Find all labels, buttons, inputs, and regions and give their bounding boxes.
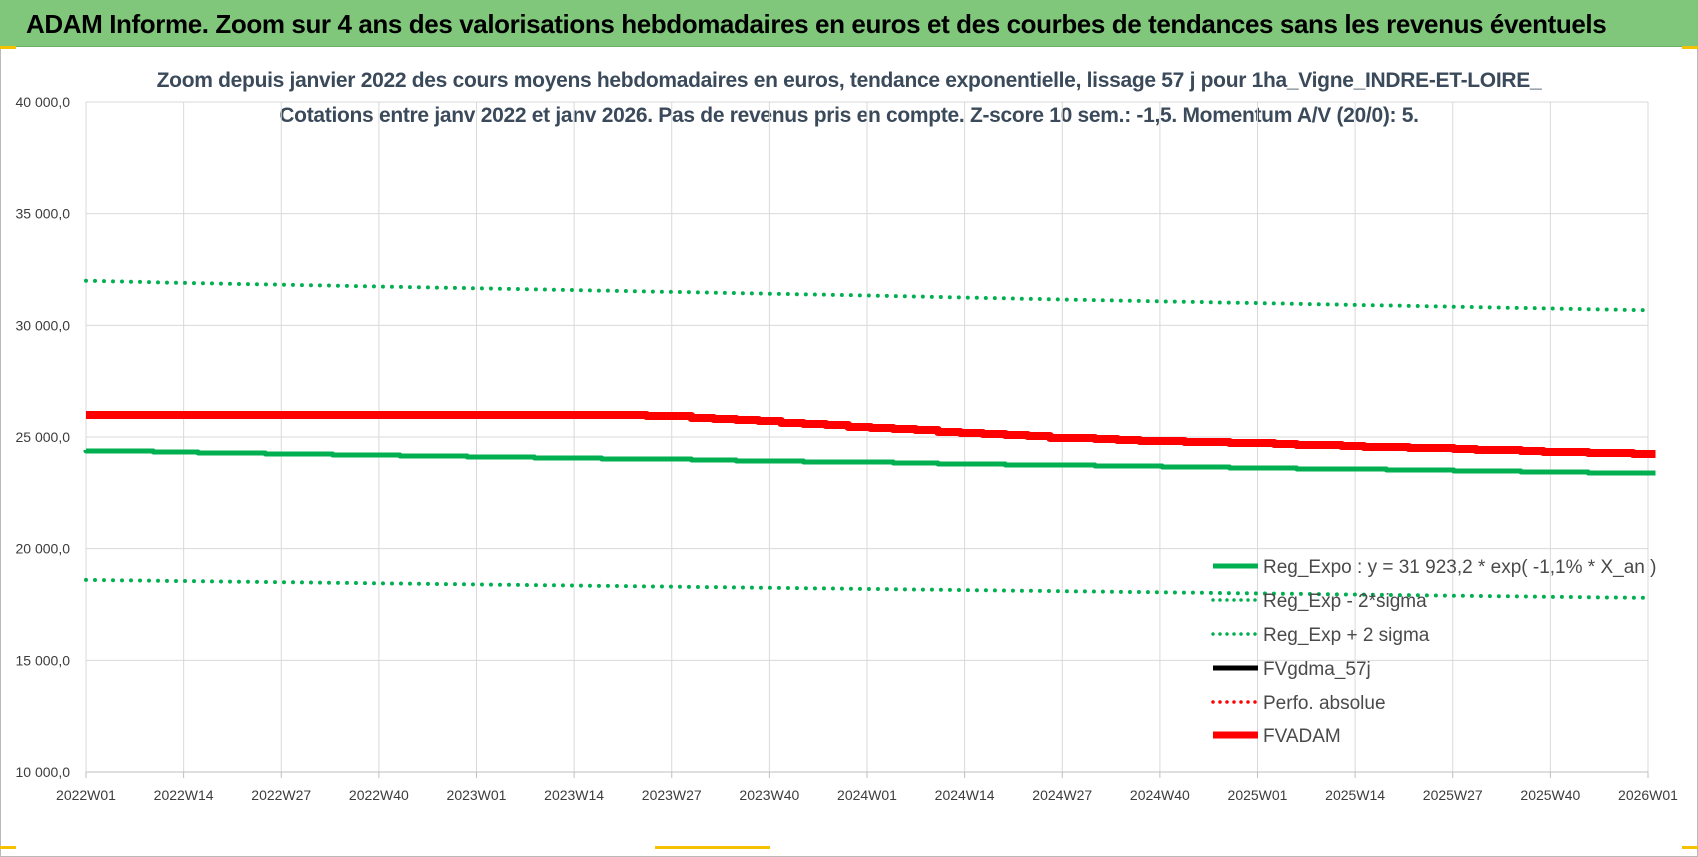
x-axis-ticks: 2022W01 2022W14 2022W27 2022W40 2023W01 2023W… bbox=[56, 787, 1678, 803]
x-tick-label: 2022W01 bbox=[56, 787, 116, 803]
series-lines bbox=[83, 278, 1656, 600]
y-tick-label: 10 000,0 bbox=[16, 764, 71, 780]
corner-mark-bottom-center bbox=[655, 846, 770, 849]
legend-entry: Reg_Exp - 2*sigma bbox=[1263, 591, 1427, 612]
chart-title: Zoom depuis janvier 2022 des cours moyen… bbox=[156, 69, 1542, 92]
chart-subtitle: Cotations entre janv 2022 et janv 2026. … bbox=[279, 104, 1419, 127]
x-tick-label: 2026W01 bbox=[1618, 787, 1678, 803]
banner: ADAM Informe. Zoom sur 4 ans des valoris… bbox=[0, 0, 1698, 47]
x-tick-label: 2022W14 bbox=[154, 787, 214, 803]
x-tick-label: 2024W27 bbox=[1032, 787, 1092, 803]
x-tick-label: 2023W27 bbox=[642, 787, 702, 803]
y-tick-label: 25 000,0 bbox=[16, 429, 71, 445]
corner-mark-bottom-left bbox=[0, 846, 16, 849]
legend-entry: Reg_Exp + 2 sigma bbox=[1263, 625, 1430, 646]
x-tick-label: 2023W14 bbox=[544, 787, 604, 803]
y-tick-label: 20 000,0 bbox=[16, 541, 71, 557]
x-tick-label: 2025W14 bbox=[1325, 787, 1385, 803]
corner-mark-bottom-right bbox=[1682, 846, 1698, 849]
x-tick-label: 2025W27 bbox=[1423, 787, 1483, 803]
series-line-2 bbox=[84, 278, 1650, 313]
y-tick-label: 35 000,0 bbox=[16, 206, 71, 222]
y-tick-label: 15 000,0 bbox=[16, 652, 71, 668]
x-tick-label: 2024W14 bbox=[935, 787, 995, 803]
y-tick-label: 40 000,0 bbox=[16, 94, 71, 110]
x-tick-label: 2025W01 bbox=[1228, 787, 1288, 803]
x-tick-label: 2024W01 bbox=[837, 787, 897, 803]
series-line-1 bbox=[84, 577, 1650, 600]
legend-entry: FVgdma_57j bbox=[1263, 659, 1371, 680]
x-tick-label: 2024W40 bbox=[1130, 787, 1190, 803]
legend-entry: Reg_Expo : y = 31 923,2 * exp( -1,1% * X… bbox=[1263, 557, 1656, 578]
y-tick-label: 30 000,0 bbox=[16, 317, 71, 333]
legend: Reg_Expo : y = 31 923,2 * exp( -1,1% * X… bbox=[1211, 557, 1656, 747]
x-tick-label: 2023W40 bbox=[739, 787, 799, 803]
x-tick-label: 2025W40 bbox=[1520, 787, 1580, 803]
corner-mark-top-left bbox=[0, 46, 16, 49]
legend-entry: Perfo. absolue bbox=[1263, 693, 1386, 714]
x-tick-label: 2022W27 bbox=[251, 787, 311, 803]
x-tick-label: 2022W40 bbox=[349, 787, 409, 803]
x-tick-label: 2023W01 bbox=[447, 787, 507, 803]
y-axis-ticks: 10 000,0 15 000,0 20 000,0 25 000,0 30 000,0… bbox=[16, 94, 71, 780]
banner-title: ADAM Informe. Zoom sur 4 ans des valoris… bbox=[26, 9, 1607, 39]
grid bbox=[85, 101, 1649, 778]
series-line-5 bbox=[86, 411, 1656, 458]
legend-entry: FVADAM bbox=[1263, 726, 1341, 747]
corner-mark-top-right bbox=[1682, 46, 1698, 49]
series-line-0 bbox=[83, 448, 1656, 476]
